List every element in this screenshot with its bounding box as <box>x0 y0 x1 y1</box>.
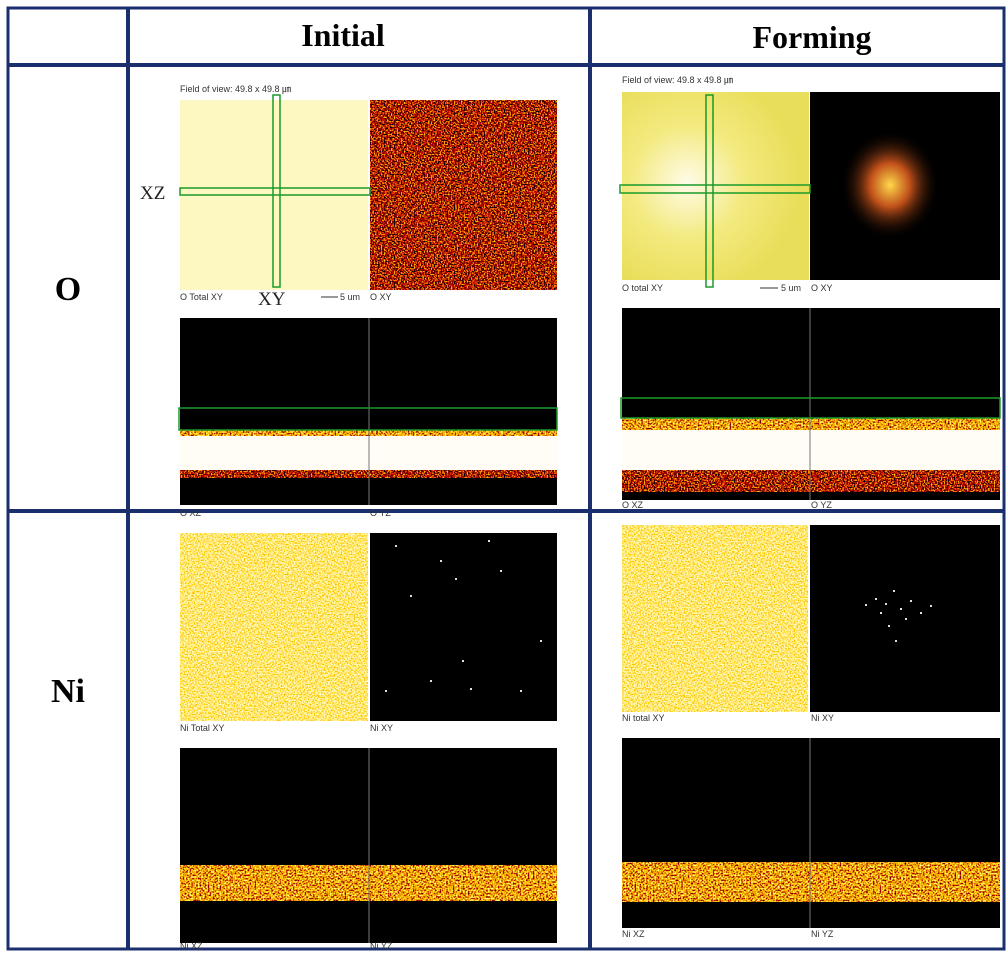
image <box>622 418 1000 430</box>
image-label: Ni XZ <box>180 941 203 951</box>
image <box>180 533 368 721</box>
image-label: O XZ <box>180 508 202 518</box>
image <box>622 430 1000 470</box>
image <box>840 130 940 240</box>
image-label: O XY <box>811 283 833 293</box>
image-label: O XY <box>370 292 392 302</box>
image-label: Ni XY <box>370 723 393 733</box>
image-label: Ni YZ <box>811 929 834 939</box>
panel-forming-o: Field of view: 49.8 x 49.8 ㎛ O total XY … <box>620 75 1000 510</box>
panel-initial-o: Field of view: 49.8 x 49.8 ㎛ XZ XY O Tot… <box>140 84 557 518</box>
scale-label: 5 um <box>340 292 360 302</box>
row-label: Ni <box>51 673 85 710</box>
image-label: Ni total XY <box>622 713 665 723</box>
image-label: Ni XZ <box>622 929 645 939</box>
image-label: Ni YZ <box>370 941 393 951</box>
column-header: Initial <box>301 17 385 53</box>
image-label: O Total XY <box>180 292 223 302</box>
image <box>370 100 557 290</box>
scale-label: 5 um <box>781 283 801 293</box>
figure: Initial Forming O Ni Field of view: 49.8… <box>0 0 1008 954</box>
image <box>370 533 557 721</box>
row-label: O <box>55 271 81 308</box>
image <box>622 525 808 712</box>
panel-initial-ni: Ni Total XY Ni XY Ni XZ Ni YZ <box>180 533 557 951</box>
cross-label: XZ <box>140 183 165 204</box>
image-label: Ni XY <box>811 713 834 723</box>
image-label: O YZ <box>370 508 391 518</box>
image-label: Ni Total XY <box>180 723 224 733</box>
column-header: Forming <box>752 19 871 55</box>
image <box>622 862 1000 902</box>
image-label: O XZ <box>622 500 644 510</box>
image <box>622 92 809 280</box>
image <box>622 470 1000 492</box>
image-label: O YZ <box>811 500 832 510</box>
image-label: O total XY <box>622 283 663 293</box>
field-of-view: Field of view: 49.8 x 49.8 ㎛ <box>622 75 733 86</box>
panel-forming-ni: Ni total XY Ni XY Ni XZ Ni YZ <box>622 525 1000 939</box>
cross-label: XY <box>258 289 286 310</box>
field-of-view: Field of view: 49.8 x 49.8 ㎛ <box>180 84 291 95</box>
